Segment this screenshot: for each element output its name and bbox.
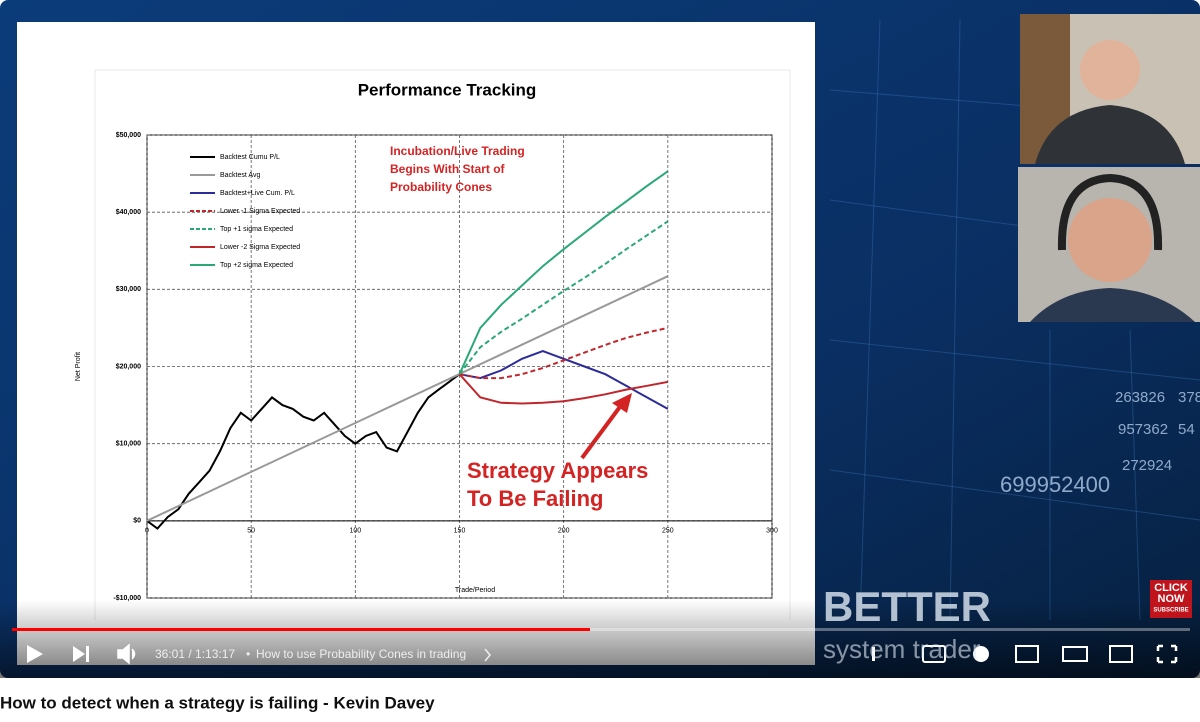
- badge-text: SUBSCRIBE: [1153, 608, 1188, 614]
- series-line: [458, 220, 669, 375]
- person-head: [1068, 198, 1152, 282]
- chapter-chevron[interactable]: [484, 648, 491, 662]
- y-tick-label: $10,000: [116, 441, 141, 448]
- series-line: [458, 373, 668, 405]
- person-body: [1030, 288, 1195, 322]
- legend-label: Backtest Avg: [220, 172, 260, 179]
- annotation: Probability Cones: [390, 180, 492, 194]
- settings-button[interactable]: [973, 646, 989, 662]
- y-tick-label: $0: [133, 518, 141, 525]
- legend-label: Backtest+Live Cum. P/L: [220, 190, 295, 197]
- chart-title: Performance Tracking: [358, 80, 537, 99]
- series-line: [459, 326, 669, 380]
- annotation-arrowhead: [612, 393, 632, 413]
- volume-button[interactable]: [117, 643, 136, 665]
- series-line: [146, 373, 461, 530]
- controls-shade: [0, 600, 1200, 678]
- y-tick-label: -$10,000: [113, 595, 141, 602]
- y-axis-label: Net Profit: [75, 352, 82, 381]
- legend-label: Lower -2 Sigma Expected: [220, 244, 300, 251]
- background-number: 957362: [1118, 421, 1168, 438]
- background-number: 699952400: [1000, 472, 1110, 497]
- time-display: 36:01 / 1:13:17: [155, 647, 235, 661]
- annotation: Begins With Start of: [390, 162, 506, 176]
- progress-played[interactable]: [12, 628, 590, 631]
- background-number: 263826: [1115, 389, 1165, 406]
- annotation: Incubation/Live Trading: [390, 144, 525, 158]
- play-button[interactable]: [27, 645, 43, 663]
- miniplayer-button[interactable]: [1015, 645, 1039, 663]
- series-line: [459, 350, 669, 410]
- right-controls: [872, 644, 1178, 664]
- slide: [17, 22, 815, 665]
- brand-name: BETTER: [823, 583, 991, 630]
- background-grid: [829, 19, 1200, 621]
- theater-button[interactable]: [1062, 646, 1088, 662]
- legend-label: Backtest Cumu P/L: [220, 154, 280, 161]
- brand-tagline: system trader: [823, 634, 981, 664]
- chapter-title[interactable]: How to use Probability Cones in trading: [256, 647, 466, 661]
- series-line: [458, 170, 669, 375]
- separator: •: [246, 647, 250, 661]
- person-body: [1035, 105, 1185, 164]
- y-tick-label: $20,000: [116, 363, 141, 370]
- progress-track: [12, 628, 1190, 631]
- video-title: How to detect when a strategy is failing…: [0, 693, 435, 712]
- fullscreen-button[interactable]: [1156, 644, 1178, 664]
- series-line: [146, 275, 669, 522]
- badge-text: CLICK: [1154, 582, 1188, 594]
- annotation-arrow: [580, 398, 627, 460]
- y-tick-label: $40,000: [116, 209, 141, 216]
- background-number: 54: [1178, 421, 1195, 438]
- badge-text: NOW: [1158, 593, 1186, 605]
- next-button[interactable]: [73, 646, 89, 662]
- slide-sheet-grid: [94, 69, 791, 620]
- y-tick-label: $50,000: [116, 132, 141, 139]
- legend-label: Top +1 sigma Expected: [220, 226, 293, 233]
- cast-button[interactable]: [1109, 645, 1133, 663]
- annotation: To Be Failing: [467, 486, 603, 511]
- background-number: 272924: [1122, 457, 1172, 474]
- legend-label: Lower -1 Sigma Expected: [220, 208, 300, 215]
- annotation: Strategy Appears: [467, 458, 648, 483]
- subscribe-badge[interactable]: [1150, 580, 1192, 618]
- person-head: [1080, 40, 1140, 100]
- subtitles-button[interactable]: [922, 645, 946, 663]
- legend-label: Top +2 sigma Expected: [220, 262, 293, 269]
- headset: [1057, 173, 1163, 251]
- x-axis-label: Trade/Period: [455, 587, 495, 594]
- y-tick-label: $30,000: [116, 286, 141, 293]
- background-number: 378: [1178, 389, 1200, 406]
- pause-autoplay[interactable]: [872, 647, 875, 661]
